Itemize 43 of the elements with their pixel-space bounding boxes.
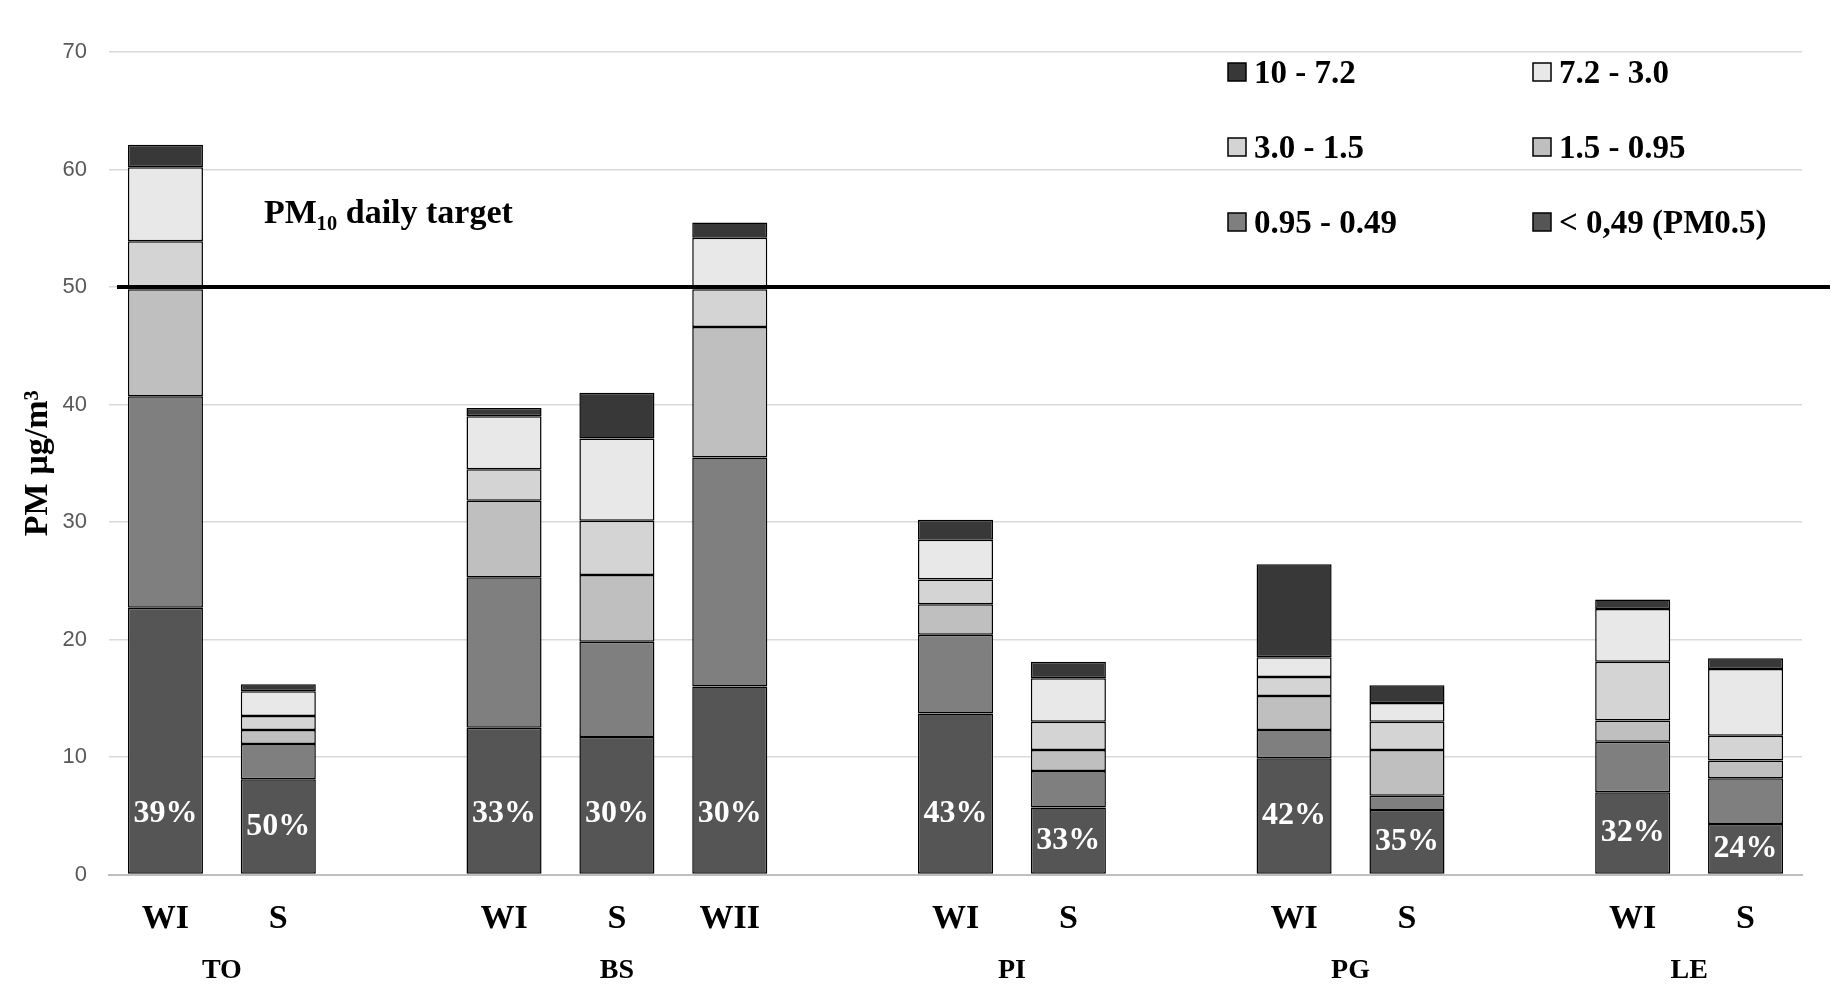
annotation: 39% xyxy=(133,793,198,830)
legend-label: 10 - 7.2 xyxy=(1254,53,1356,90)
annotation: 30% xyxy=(584,793,649,830)
annotation: 35% xyxy=(1374,821,1439,858)
x-tick-label: WII xyxy=(699,897,760,935)
x-tick-label: S xyxy=(1058,897,1078,935)
text: PI xyxy=(997,952,1026,984)
annotation: 42% xyxy=(1262,795,1327,832)
text: PG xyxy=(1331,952,1371,984)
legend-label: 1.5 - 0.95 xyxy=(1559,128,1686,165)
x-tick-label: S xyxy=(1736,897,1756,935)
legend-label: 0.95 - 0.49 xyxy=(1254,203,1397,240)
annotation: 32% xyxy=(1600,812,1665,849)
legend-label: 3.0 - 1.5 xyxy=(1254,128,1364,165)
legend-label: PM₁₀ daily target xyxy=(264,193,514,230)
legend-label: 7.2 - 3.0 xyxy=(1559,53,1669,90)
annotation: 43% xyxy=(923,793,988,830)
y-tick-label: 40 xyxy=(62,390,87,416)
annotation: 30% xyxy=(697,793,762,830)
y-tick-label: 20 xyxy=(62,625,87,651)
y-axis-title: PM µg/m³ xyxy=(17,390,55,537)
x-tick-label: WI xyxy=(931,897,980,935)
text: TO xyxy=(201,952,242,984)
legend-label: < 0,49 (PM0.5) xyxy=(1559,203,1767,241)
y-tick-label: 50 xyxy=(62,273,87,299)
text: LE xyxy=(1670,952,1708,984)
y-tick-label: 0 xyxy=(74,860,87,886)
x-tick-label: WI xyxy=(480,897,528,935)
annotation: 33% xyxy=(472,793,537,830)
x-tick-label: WI xyxy=(1609,897,1657,935)
text: BS xyxy=(599,952,635,984)
y-tick-label: 70 xyxy=(62,38,87,64)
x-tick-label: WI xyxy=(141,897,190,935)
x-tick-label: S xyxy=(268,897,288,935)
x-tick-label: WI xyxy=(1270,897,1318,935)
x-tick-label: S xyxy=(1397,897,1417,935)
x-tick-label: S xyxy=(607,897,627,935)
annotation: 24% xyxy=(1713,828,1778,865)
y-tick-label: 60 xyxy=(62,155,87,181)
annotation: 33% xyxy=(1036,819,1101,856)
y-tick-label: 10 xyxy=(62,743,87,769)
annotation: 50% xyxy=(246,805,311,842)
y-tick-label: 30 xyxy=(62,508,87,534)
